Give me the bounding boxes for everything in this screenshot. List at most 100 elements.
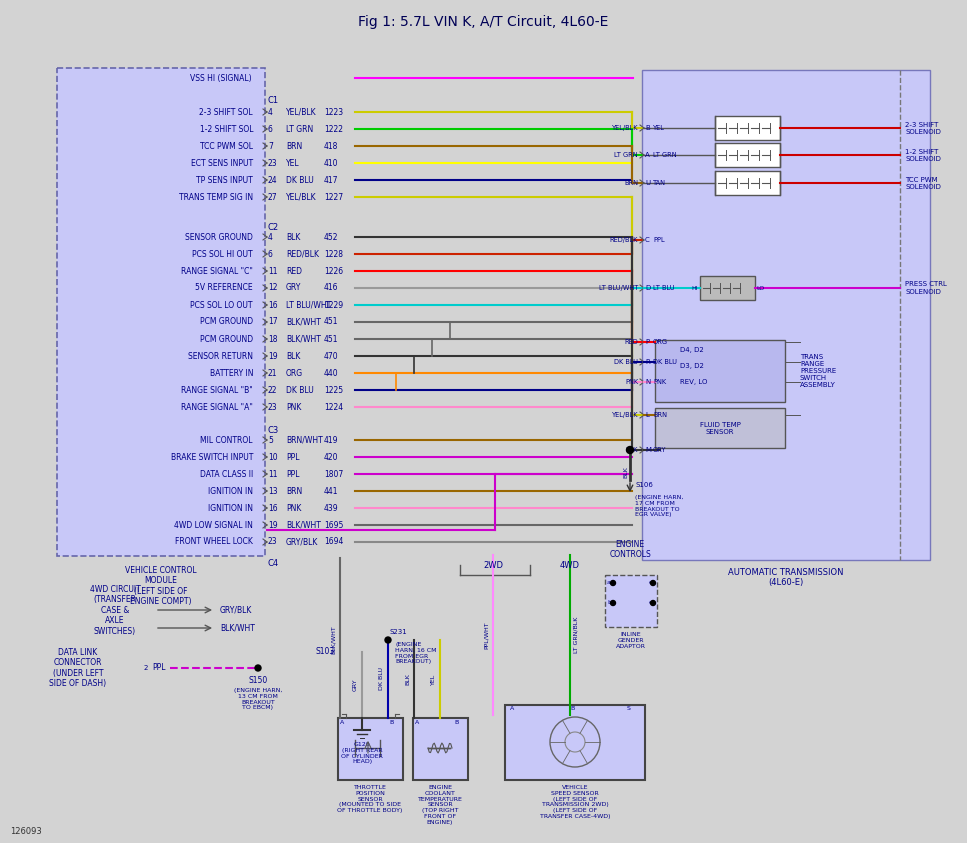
Text: BRAKE SWITCH INPUT: BRAKE SWITCH INPUT [170,453,253,461]
Text: DK BLU: DK BLU [379,668,384,690]
Bar [413,718,468,780]
Text: 4WD CIRCUIT
(TRANSFER
CASE &
AXLE
SWITCHES): 4WD CIRCUIT (TRANSFER CASE & AXLE SWITCH… [90,585,140,636]
Text: 23: 23 [268,158,278,168]
Text: C4: C4 [267,560,278,568]
FancyBboxPatch shape [642,70,930,560]
Text: A: A [645,152,650,158]
Text: PPL: PPL [286,470,300,479]
Text: c: c [649,600,653,605]
Text: INLINE
GENDER
ADAPTOR: INLINE GENDER ADAPTOR [616,632,646,648]
Text: BLK/WHT: BLK/WHT [286,318,321,326]
Text: TRANS TEMP SIG IN: TRANS TEMP SIG IN [179,192,253,201]
Text: BLK/WHT: BLK/WHT [286,520,321,529]
Text: 1229: 1229 [324,300,343,309]
Text: RED: RED [625,339,638,345]
Text: GRY: GRY [653,447,666,453]
Bar [655,408,785,448]
Text: SENSOR GROUND: SENSOR GROUND [185,233,253,241]
Text: TAN: TAN [653,180,666,186]
Text: SENSOR RETURN: SENSOR RETURN [188,352,253,361]
Bar [655,340,785,402]
Text: 1222: 1222 [324,125,343,133]
Text: BATTERY IN: BATTERY IN [210,368,253,378]
Text: 1807: 1807 [324,470,343,479]
Text: D4, D2: D4, D2 [680,347,704,353]
Text: 23: 23 [268,538,278,546]
Text: A: A [340,719,344,724]
Text: R: R [645,359,650,365]
Text: DK BLU: DK BLU [286,175,313,185]
Text: 1228: 1228 [324,250,343,259]
Text: (ENGINE HARN,
13 CM FROM
BREAKOUT
TO EBCM): (ENGINE HARN, 13 CM FROM BREAKOUT TO EBC… [234,688,282,711]
Text: PCM GROUND: PCM GROUND [200,335,253,343]
Text: LO: LO [756,286,764,291]
Text: BRN/WHT: BRN/WHT [286,436,323,444]
Text: A: A [415,719,420,724]
Text: S231: S231 [390,629,408,635]
Text: RANGE SIGNAL "C": RANGE SIGNAL "C" [181,266,253,276]
Text: 2-3 SHIFT
SOLENOID: 2-3 SHIFT SOLENOID [905,121,941,135]
Text: 1-2 SHIFT
SOLENOID: 1-2 SHIFT SOLENOID [905,148,941,162]
Text: TCC PWM SOL: TCC PWM SOL [200,142,253,151]
Text: B: B [570,706,574,711]
Text: GRY: GRY [353,679,358,691]
Circle shape [651,581,656,586]
Text: IGNITION IN: IGNITION IN [208,503,253,513]
Text: P: P [645,339,649,345]
Text: 22: 22 [268,385,278,395]
Text: PNK: PNK [653,379,666,385]
Text: PNK: PNK [286,402,302,411]
Text: C2: C2 [267,223,278,232]
Text: 4: 4 [268,233,273,241]
Text: LT BLU: LT BLU [653,285,675,291]
Text: BLK/WHT: BLK/WHT [286,335,321,343]
Text: GRY/BLK: GRY/BLK [220,605,252,615]
Text: 420: 420 [324,453,338,461]
Bar [700,276,755,300]
Text: BLK/WHT: BLK/WHT [331,626,336,654]
Bar [505,705,645,780]
Text: LT GRN: LT GRN [286,125,313,133]
Text: 1225: 1225 [324,385,343,395]
Text: 7: 7 [268,142,273,151]
Text: U: U [645,180,650,186]
Text: DATA CLASS II: DATA CLASS II [200,470,253,479]
Text: 2-3 SHIFT SOL: 2-3 SHIFT SOL [199,108,253,116]
Text: d: d [649,581,653,586]
Text: GRY: GRY [286,283,302,293]
Text: PCS SOL HI OUT: PCS SOL HI OUT [192,250,253,259]
Circle shape [627,447,633,454]
Text: BRN: BRN [286,142,303,151]
Text: PPL: PPL [286,453,300,461]
FancyBboxPatch shape [57,68,265,556]
Bar [338,718,403,780]
Text: GRY/BLK: GRY/BLK [286,538,318,546]
Text: 16: 16 [268,503,278,513]
Text: B: B [645,125,650,131]
Text: 470: 470 [324,352,338,361]
Text: 11: 11 [268,266,278,276]
Text: TCC PWM
SOLENOID: TCC PWM SOLENOID [905,176,941,190]
Text: 126093: 126093 [10,827,42,836]
Text: 19: 19 [268,520,278,529]
Text: DATA LINK
CONNECTOR
(UNDER LEFT
SIDE OF DASH): DATA LINK CONNECTOR (UNDER LEFT SIDE OF … [49,648,106,688]
Text: BLK: BLK [626,447,638,453]
Text: C1: C1 [267,95,278,105]
Text: 13: 13 [268,486,278,496]
Text: ECT SENS INPUT: ECT SENS INPUT [190,158,253,168]
Text: G120
(RIGHT REAR
OF CYLINDER
HEAD): G120 (RIGHT REAR OF CYLINDER HEAD) [341,742,383,765]
Text: THROTTLE
POSITION
SENSOR
(MOUNTED TO SIDE
OF THROTTLE BODY): THROTTLE POSITION SENSOR (MOUNTED TO SID… [337,785,402,813]
Text: D: D [645,285,650,291]
Text: 5V REFERENCE: 5V REFERENCE [195,283,253,293]
Text: DK BLU: DK BLU [653,359,677,365]
Bar [715,143,780,167]
Text: LT GRN: LT GRN [614,152,638,158]
Text: DK BLU: DK BLU [614,359,638,365]
Text: ORG: ORG [286,368,303,378]
Text: 410: 410 [324,158,338,168]
Text: S150: S150 [249,676,268,685]
Text: S106: S106 [635,482,653,488]
Text: BLK: BLK [623,466,628,478]
Text: 451: 451 [324,318,338,326]
FancyBboxPatch shape [605,575,657,627]
